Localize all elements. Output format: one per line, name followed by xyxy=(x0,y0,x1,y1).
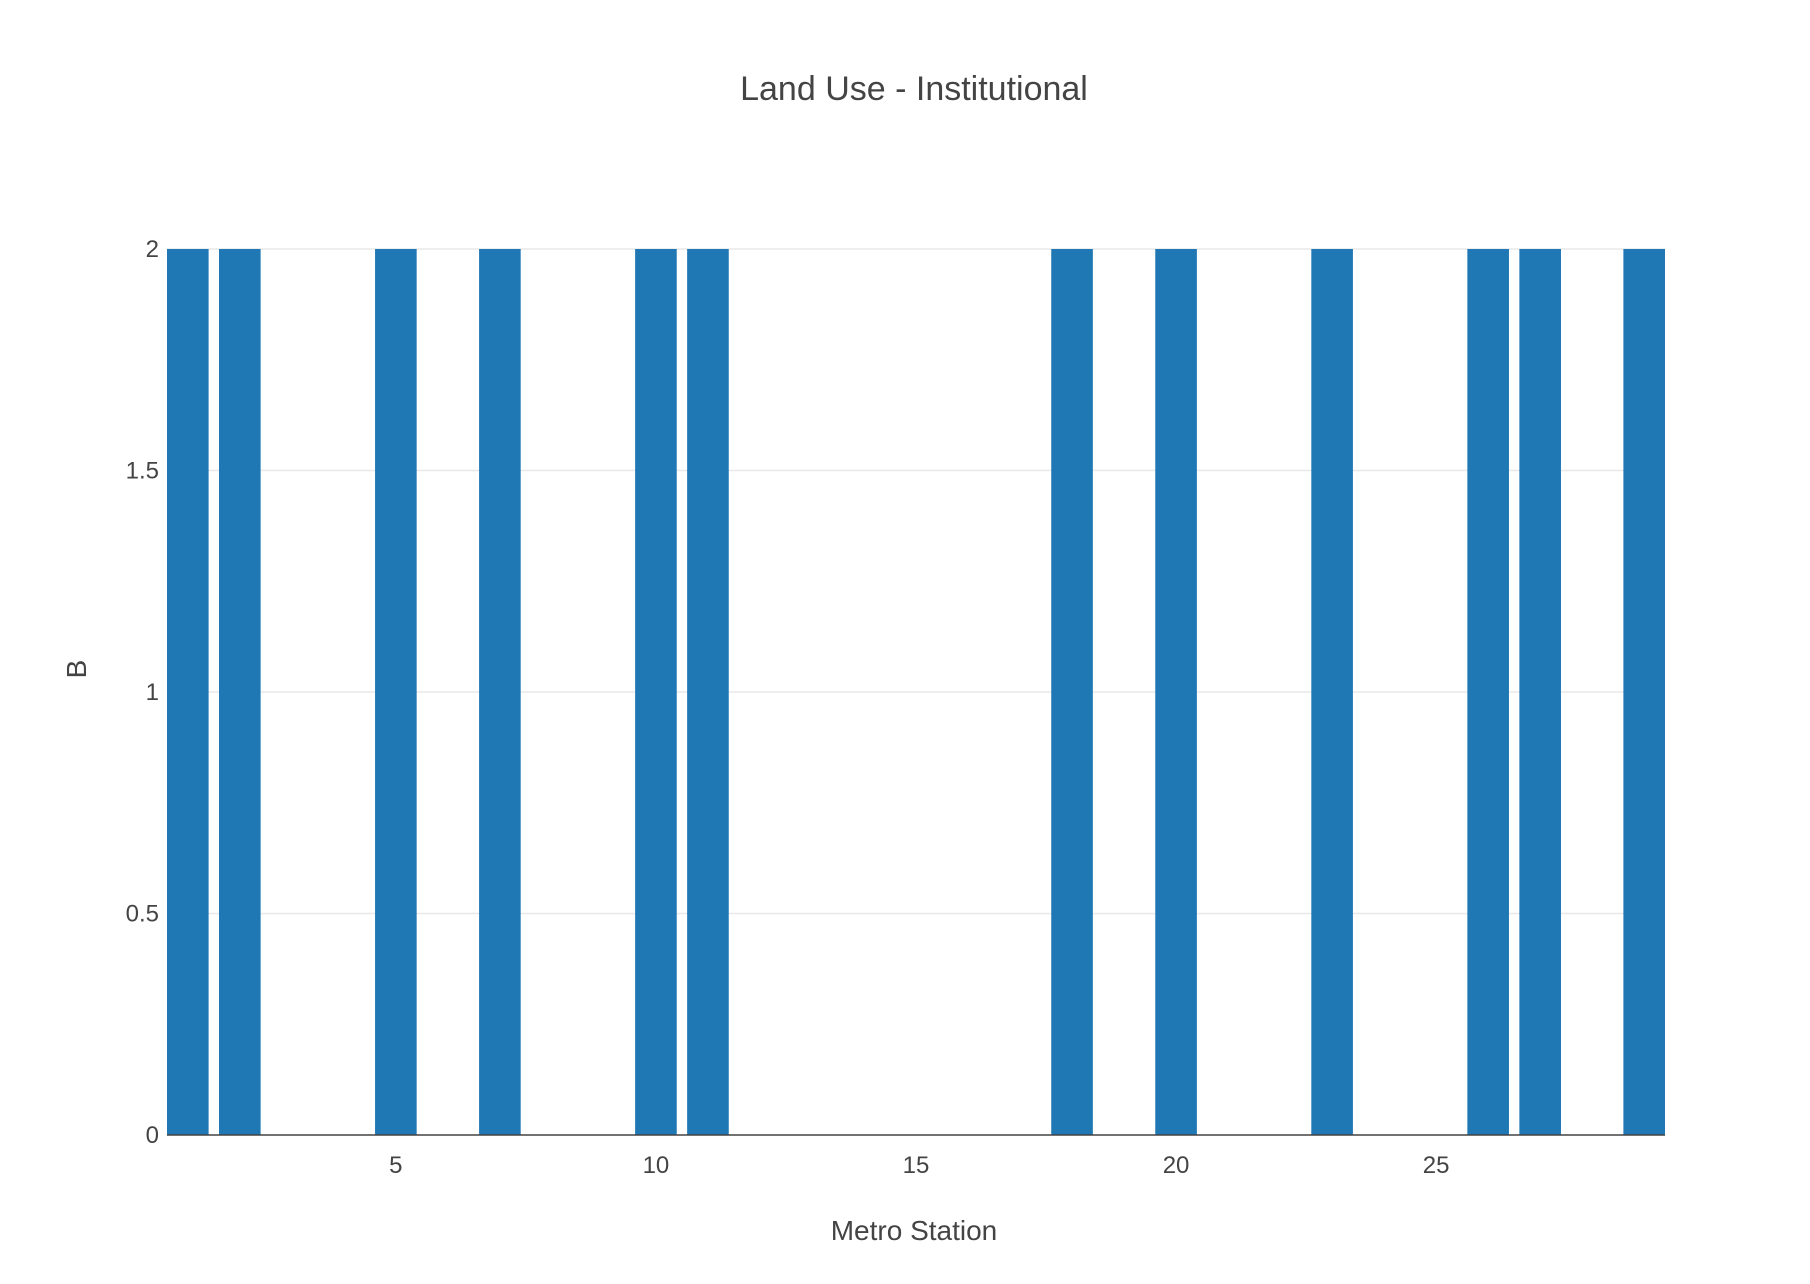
y-tick-label: 1 xyxy=(146,679,159,706)
bar xyxy=(1051,249,1093,1135)
x-tick-label: 20 xyxy=(1163,1152,1190,1179)
y-tick-label: 1.5 xyxy=(126,458,159,485)
y-tick-label: 0 xyxy=(146,1122,159,1149)
bar xyxy=(479,249,521,1135)
bar xyxy=(1467,249,1509,1135)
bar xyxy=(1155,249,1197,1135)
chart-title: Land Use - Institutional xyxy=(740,70,1088,108)
bar xyxy=(375,249,417,1135)
bar xyxy=(635,249,677,1135)
x-tick-label: 10 xyxy=(643,1152,670,1179)
bar xyxy=(1519,249,1561,1135)
x-tick-label: 5 xyxy=(389,1152,402,1179)
bar xyxy=(1311,249,1353,1135)
y-tick-label: 2 xyxy=(146,236,159,263)
y-axis-title: B xyxy=(61,660,92,679)
bar xyxy=(687,249,729,1135)
x-axis-title: Metro Station xyxy=(831,1215,998,1246)
bars xyxy=(167,249,1665,1135)
x-tick-label: 15 xyxy=(903,1152,930,1179)
bar xyxy=(167,249,209,1135)
x-tick-label: 25 xyxy=(1423,1152,1450,1179)
axes: 00.511.525 10 15 20 25 xyxy=(126,236,1665,1179)
bar xyxy=(219,249,261,1135)
y-tick-label: 0.5 xyxy=(126,901,159,928)
bar xyxy=(1623,249,1665,1135)
